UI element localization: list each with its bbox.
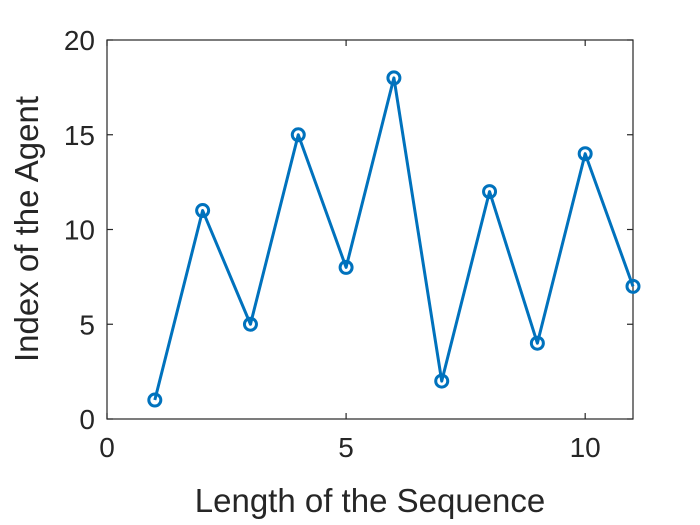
y-tick-label: 5 [79,309,95,340]
ticks [106,39,633,420]
data-point [386,70,402,86]
tick-labels: 0 5 10 0 5 10 15 20 [64,25,601,463]
series-group [147,70,641,408]
y-tick-label: 0 [79,404,95,435]
data-point [290,127,306,143]
data-point [625,278,641,294]
data-point [147,392,163,408]
y-axis-label: Index of the Agent [8,96,45,362]
data-point [482,184,498,200]
x-axis-label: Length of the Sequence [195,482,545,519]
y-tick-label: 20 [64,25,95,56]
data-point [338,259,354,275]
data-point [242,316,258,332]
data-point [529,335,545,351]
x-tick-label: 0 [99,432,115,463]
x-tick-label: 5 [338,432,354,463]
data-point [577,146,593,162]
data-point [434,373,450,389]
data-point [195,203,211,219]
y-tick-label: 10 [64,215,95,246]
x-tick-label: 10 [570,432,601,463]
y-tick-label: 15 [64,120,95,151]
series-line [153,76,635,401]
plot-area [106,39,634,420]
